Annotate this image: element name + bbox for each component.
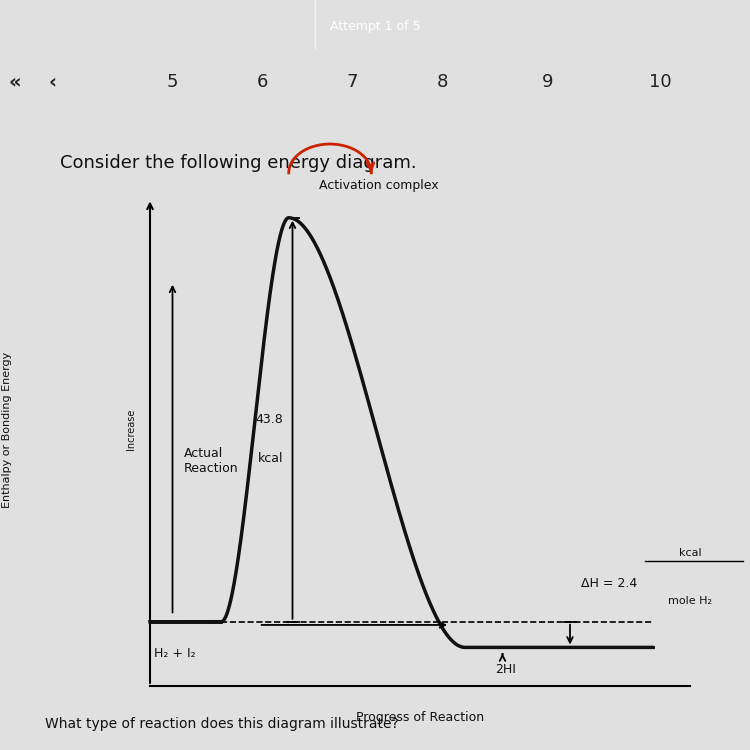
- Text: kcal: kcal: [258, 452, 284, 465]
- Text: Attempt 1 of 5: Attempt 1 of 5: [330, 20, 420, 33]
- Text: ΔH = 2.4: ΔH = 2.4: [581, 577, 638, 590]
- Text: 8: 8: [436, 73, 448, 91]
- Text: Activation complex: Activation complex: [319, 179, 438, 192]
- Text: Increase: Increase: [126, 409, 136, 450]
- Text: 2HI: 2HI: [495, 663, 516, 676]
- Text: kcal: kcal: [679, 548, 701, 558]
- Text: mole H₂: mole H₂: [668, 596, 712, 606]
- Text: H₂ + I₂: H₂ + I₂: [154, 647, 195, 660]
- Text: 9: 9: [542, 73, 554, 91]
- Text: 6: 6: [256, 73, 268, 91]
- Text: 7: 7: [346, 73, 358, 91]
- Text: 43.8: 43.8: [256, 413, 284, 426]
- Text: «: «: [9, 72, 21, 92]
- Text: Progress of Reaction: Progress of Reaction: [356, 712, 484, 724]
- Text: 10: 10: [649, 73, 671, 91]
- Text: 5: 5: [166, 73, 178, 91]
- Text: Actual
Reaction: Actual Reaction: [184, 448, 238, 476]
- Text: ‹: ‹: [49, 72, 56, 92]
- Text: Enthalpy or Bonding Energy: Enthalpy or Bonding Energy: [2, 351, 13, 508]
- Text: Consider the following energy diagram.: Consider the following energy diagram.: [60, 154, 417, 172]
- Text: What type of reaction does this diagram illustrate?: What type of reaction does this diagram …: [45, 717, 399, 731]
